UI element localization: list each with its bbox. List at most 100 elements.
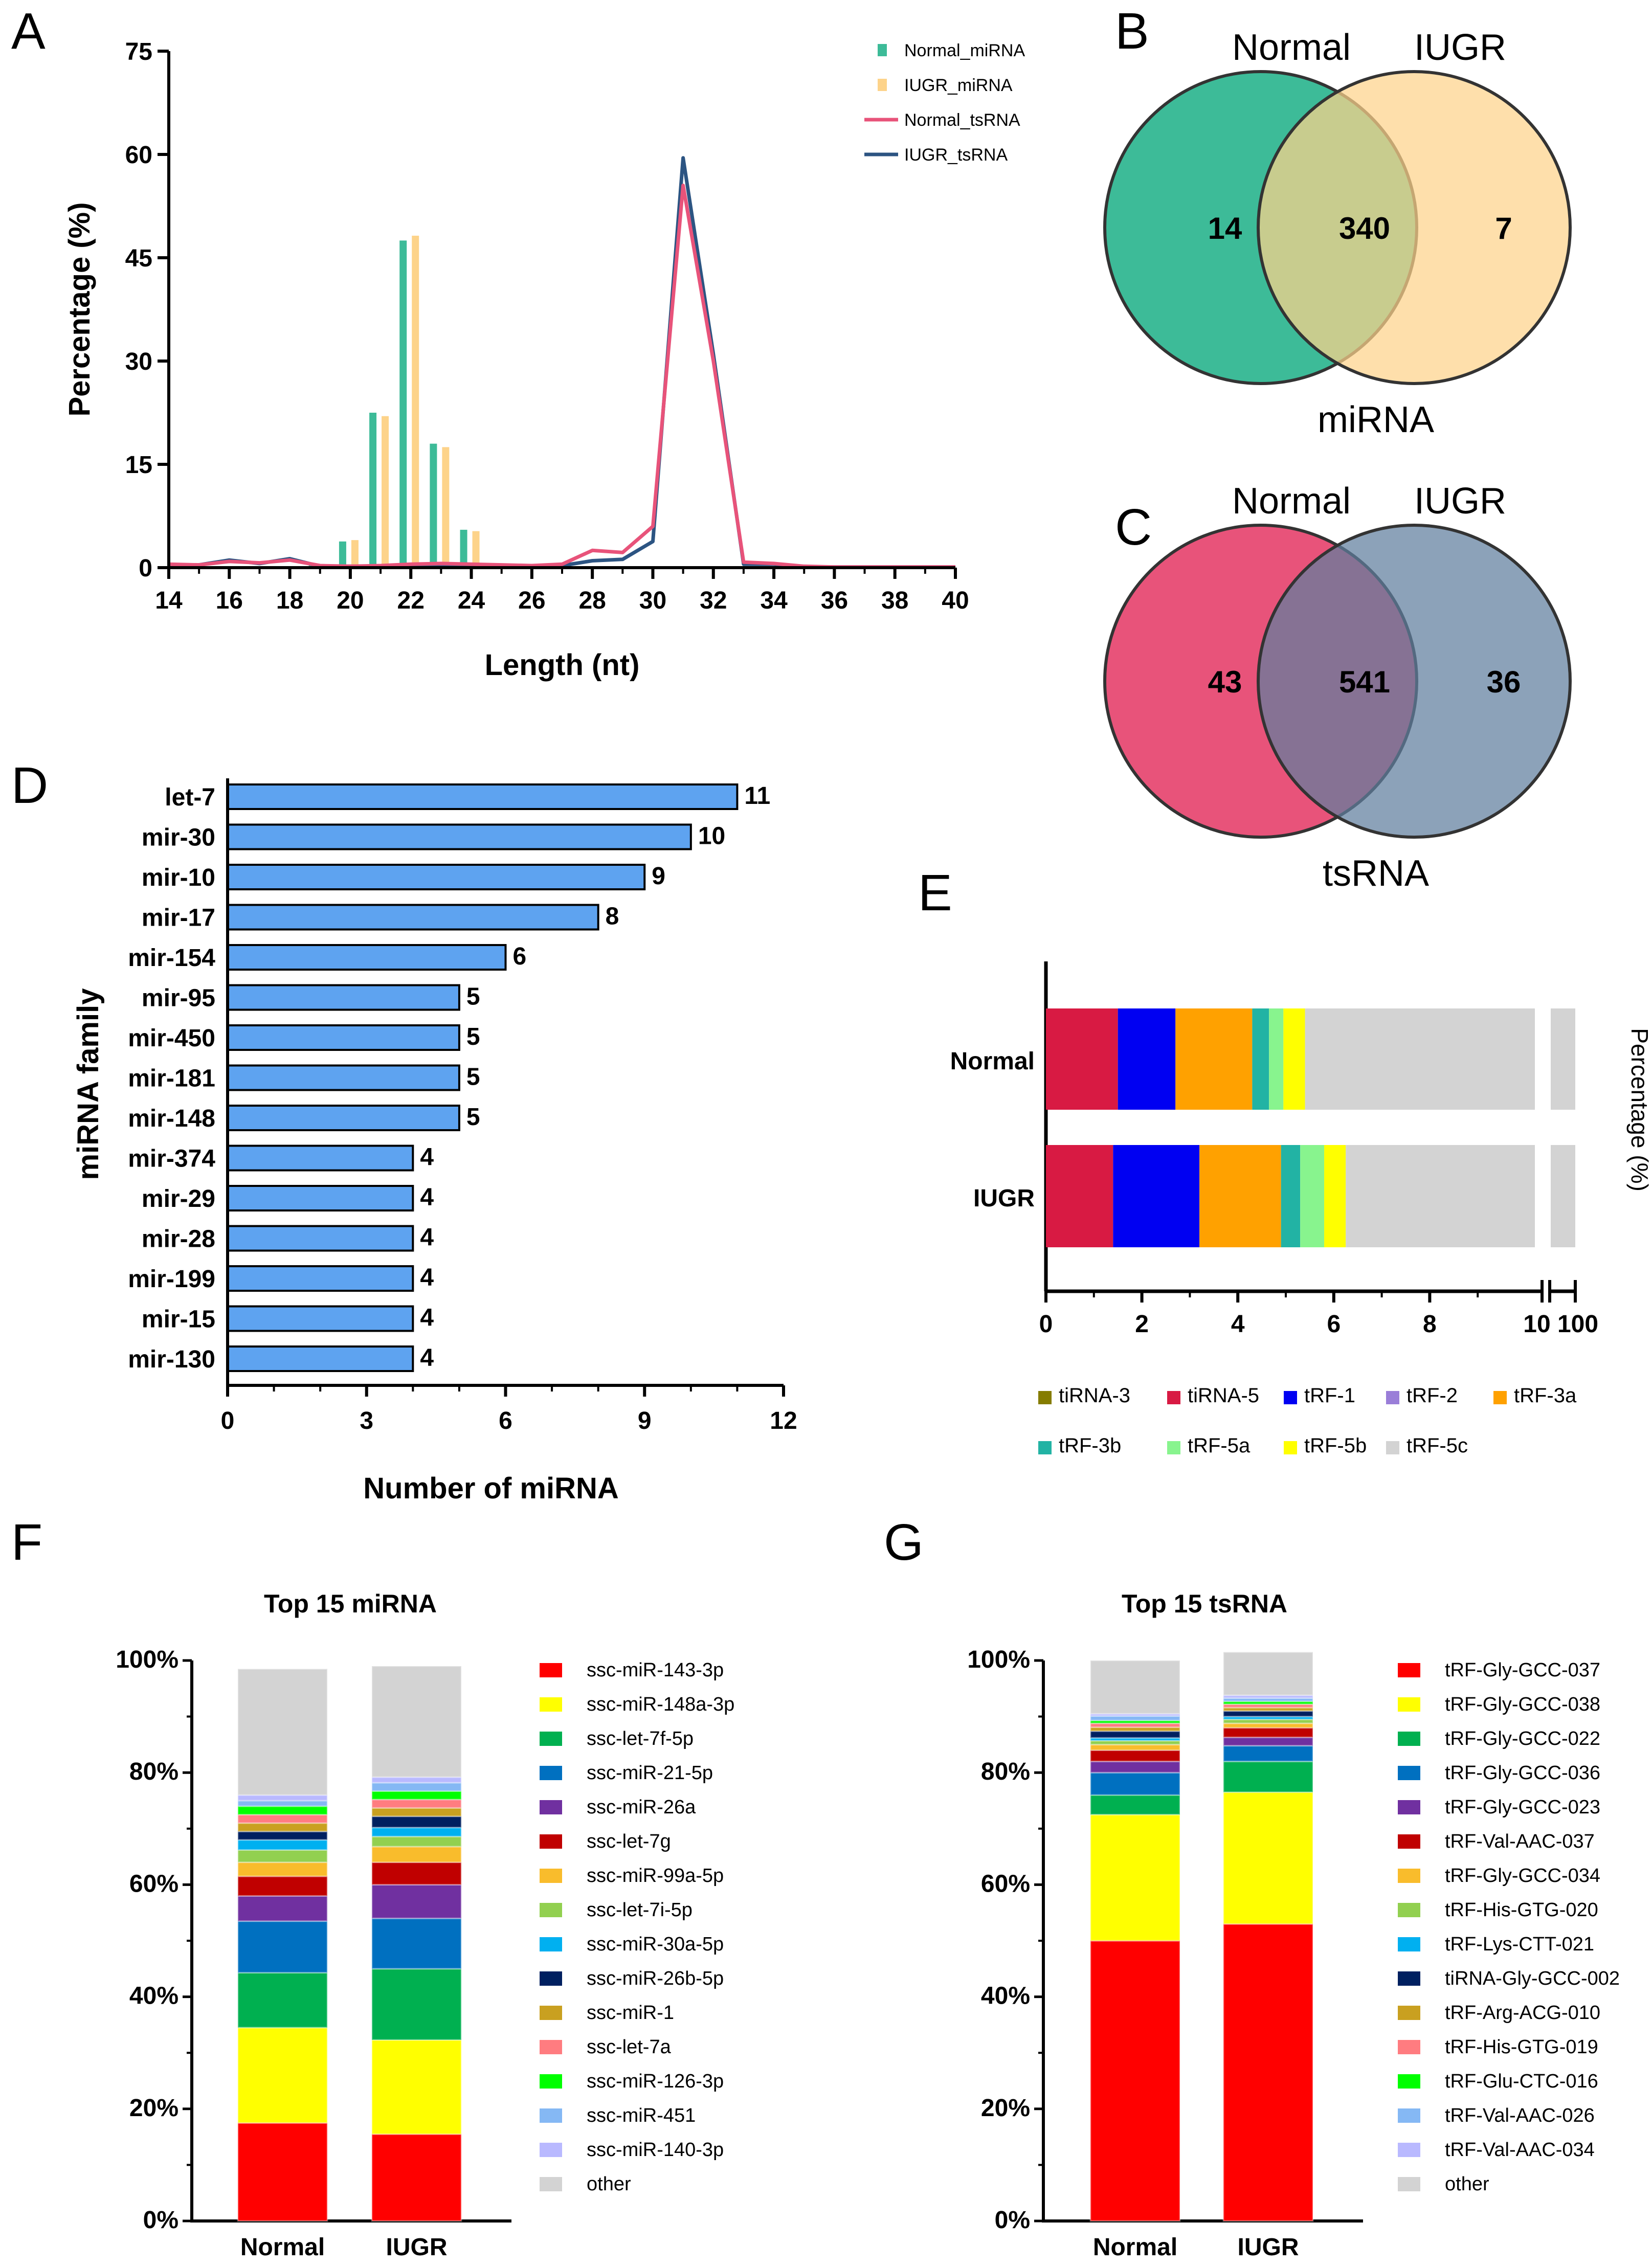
x-tick-label: 26 (518, 587, 545, 614)
venn-circle-b (1257, 70, 1572, 385)
legend-swatch (878, 79, 887, 91)
venn-title: tsRNA (1323, 853, 1429, 894)
legend-label: ssc-miR-140-3p (587, 2139, 724, 2161)
panel-label-c: C (1115, 499, 1152, 556)
mirna-family-bar (227, 1064, 460, 1091)
venn-only-a-count: 14 (1208, 211, 1242, 245)
stacked-segment (1199, 1145, 1281, 1247)
stacked-segment (1222, 1745, 1314, 1762)
legend-swatch (540, 1697, 562, 1712)
legend-swatch (1398, 1732, 1420, 1746)
legend-label: ssc-miR-21-5p (587, 1762, 713, 1784)
legend-swatch (1398, 1937, 1420, 1951)
mirna-family-bar (227, 1185, 414, 1211)
x-tick-label: 8 (1423, 1311, 1437, 1338)
x-tick-label: 3 (360, 1407, 373, 1434)
legend-swatch (1398, 1800, 1420, 1814)
legend-label: other (587, 2173, 631, 2195)
legend-swatch (1398, 2006, 1420, 2020)
venn-overlap-count: 340 (1339, 211, 1390, 245)
x-axis-title: Length (nt) (485, 648, 640, 682)
x-axis-title: Number of miRNA (363, 1472, 618, 1505)
legend-label: IUGR_tsRNA (904, 145, 1008, 165)
legend-swatch (540, 1937, 562, 1951)
stacked-segment (371, 1846, 462, 1864)
stacked-segment (1089, 1794, 1181, 1815)
legend-swatch (1284, 1391, 1297, 1404)
legend-label: tRF-Gly-GCC-038 (1445, 1694, 1600, 1715)
category-label: mir-450 (128, 1025, 215, 1052)
legend-swatch (1398, 2177, 1420, 2191)
category-label: mir-199 (128, 1266, 215, 1293)
x-tick-label: 0 (1039, 1311, 1053, 1338)
legend-label: tRF-Arg-ACG-010 (1445, 2002, 1600, 2024)
legend-label: ssc-miR-26b-5p (587, 1968, 724, 1989)
category-label: mir-148 (128, 1105, 215, 1132)
stacked-segment (237, 2027, 328, 2124)
legend-label: ssc-miR-99a-5p (587, 1865, 724, 1887)
x-tick-label: 2 (1135, 1311, 1149, 1338)
stacked-segment (371, 1799, 462, 1809)
category-label: IUGR (973, 1185, 1035, 1212)
stacked-segment (237, 1805, 328, 1815)
stacked-segment (371, 2039, 462, 2135)
legend-label: ssc-let-7a (587, 2036, 672, 2058)
mirna-family-bar (227, 1265, 414, 1292)
stacked-segment (237, 1839, 328, 1851)
stacked-segment (1222, 1791, 1314, 1925)
category-label: mir-17 (142, 905, 215, 932)
legend-swatch (1167, 1391, 1180, 1404)
panel-label-e: E (918, 864, 952, 922)
legend-swatch (1398, 1834, 1420, 1849)
legend-label: tRF-2 (1407, 1384, 1458, 1407)
stacked-segment (371, 1807, 462, 1817)
mirna-family-bar (227, 1345, 414, 1372)
legend-label: ssc-miR-148a-3p (587, 1694, 734, 1715)
stacked-segment (237, 1668, 328, 1796)
x-tick-label: 6 (1327, 1311, 1341, 1338)
x-tick-label: 4 (1231, 1311, 1245, 1338)
legend-label: tRF-Gly-GCC-022 (1445, 1728, 1600, 1749)
x-tick-label: 20 (337, 587, 364, 614)
x-tick-label: 6 (499, 1407, 512, 1434)
iugr-mirna-bar (472, 531, 480, 568)
x-tick-label: 10 (1523, 1311, 1550, 1338)
stacked-segment (1046, 1008, 1118, 1110)
legend-label: tRF-His-GTG-020 (1445, 1899, 1598, 1921)
stacked-segment (1222, 1716, 1314, 1720)
bar-value-label: 4 (420, 1344, 434, 1372)
category-label: mir-95 (142, 985, 215, 1012)
stacked-segment (371, 1665, 462, 1778)
y-axis-title: Percentage (%) (63, 202, 96, 416)
stacked-segment (1551, 1145, 1575, 1247)
category-label: IUGR (386, 2234, 448, 2261)
legend-swatch (540, 1766, 562, 1780)
stacked-segment (1269, 1008, 1284, 1110)
x-tick-label: 28 (578, 587, 606, 614)
y-tick-label: 0 (139, 555, 152, 582)
legend-swatch (1398, 1766, 1420, 1780)
legend-swatch (1038, 1391, 1052, 1404)
stacked-segment (1300, 1145, 1325, 1247)
stacked-segment (237, 1813, 328, 1824)
legend-label: tRF-Gly-GCC-036 (1445, 1762, 1600, 1784)
legend-label: tiRNA-5 (1188, 1384, 1259, 1407)
y-tick-label: 80% (981, 1758, 1030, 1785)
legend-swatch (540, 1903, 562, 1917)
stacked-segment (237, 2122, 328, 2222)
legend-swatch (1038, 1441, 1052, 1454)
bar-value-label: 4 (420, 1264, 434, 1291)
x-tick-label: 36 (821, 587, 848, 614)
legend-swatch (540, 1732, 562, 1746)
category-label: let-7 (165, 784, 215, 811)
legend-swatch (1398, 1903, 1420, 1917)
legend-swatch (540, 1834, 562, 1849)
y-tick-label: 0% (995, 2207, 1030, 2234)
category-label: IUGR (1238, 2234, 1299, 2261)
bar-value-label: 4 (420, 1305, 434, 1332)
legend-label: ssc-miR-30a-5p (587, 1934, 724, 1955)
x-tick-label: 38 (881, 587, 908, 614)
legend-swatch (1398, 1697, 1420, 1712)
legend-label: Normal_miRNA (904, 41, 1025, 60)
venn-overlap-count: 541 (1339, 665, 1390, 699)
